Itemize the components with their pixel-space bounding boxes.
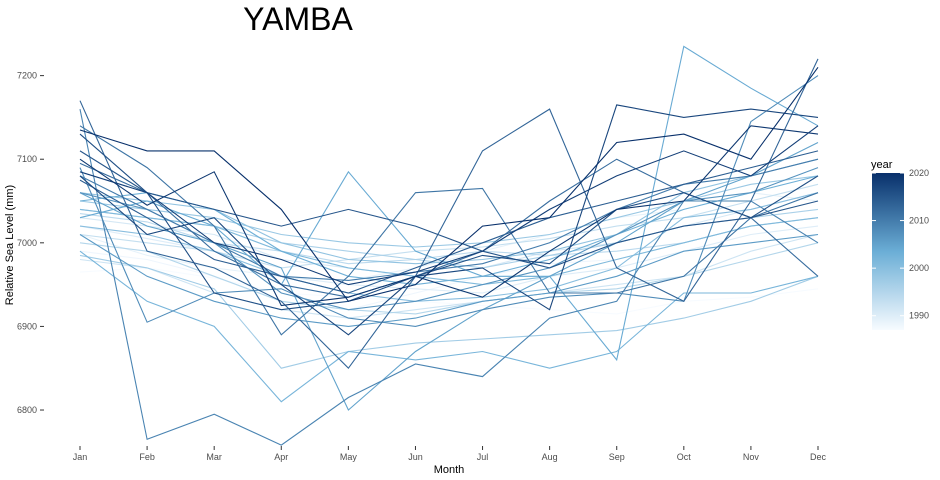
series-line-2016 — [79, 133, 819, 311]
series-line-2017 — [79, 104, 819, 336]
x-tick-label: Feb — [139, 452, 155, 462]
y-tick-label: 7000 — [17, 238, 37, 248]
series-line-2013 — [79, 58, 819, 370]
chart-title: YAMBA — [243, 1, 353, 37]
y-tick-label: 6900 — [17, 321, 37, 331]
x-tick-label: Jan — [73, 452, 88, 462]
legend-color-bar — [872, 173, 904, 330]
legend-tick-label: 2020 — [909, 168, 929, 178]
x-axis-title: Month — [434, 464, 465, 476]
series-line-2008 — [79, 75, 819, 327]
series-line-2002 — [79, 250, 819, 403]
series-line-2009 — [79, 108, 819, 446]
legend-tick-label: 1990 — [909, 311, 929, 321]
y-axis: 6800 6900 7000 7100 7200 — [17, 71, 44, 415]
series-line-2018 — [79, 125, 819, 286]
legend-tick-label: 2010 — [909, 216, 929, 226]
series-line-1995 — [79, 242, 819, 315]
x-axis: Jan Feb Mar Apr May Jun Jul Aug Sep Oct Nov Dec — [73, 446, 827, 462]
x-tick-label: Mar — [206, 452, 222, 462]
series-line-2010 — [79, 158, 819, 281]
legend-title: year — [871, 159, 893, 171]
y-tick-label: 6800 — [17, 405, 37, 415]
x-tick-label: Nov — [743, 452, 760, 462]
y-tick-label: 7200 — [17, 71, 37, 81]
x-tick-label: Dec — [810, 452, 827, 462]
x-tick-label: May — [340, 452, 358, 462]
series-line-2000 — [79, 192, 819, 302]
series-lines — [79, 45, 819, 446]
series-line-1997 — [79, 254, 819, 369]
series-line-2006 — [79, 233, 819, 327]
series-line-2020 — [79, 66, 819, 302]
series-line-1990 — [79, 225, 819, 294]
x-tick-label: Sep — [609, 452, 625, 462]
series-line-2019 — [79, 125, 819, 307]
series-line-2012 — [79, 158, 819, 298]
x-tick-label: Apr — [274, 452, 288, 462]
x-tick-label: Oct — [677, 452, 692, 462]
x-tick-label: Aug — [542, 452, 558, 462]
x-tick-label: Jul — [477, 452, 489, 462]
series-line-2011 — [79, 125, 819, 336]
color-legend: year 1990 2000 2010 2020 — [871, 159, 929, 330]
series-line-1993 — [79, 183, 819, 269]
series-line-2015 — [79, 150, 819, 269]
y-axis-title: Relative Sea Level (mm) — [4, 185, 16, 305]
x-tick-label: Jun — [408, 452, 423, 462]
legend-tick-label: 2000 — [909, 263, 929, 273]
y-tick-label: 7100 — [17, 154, 37, 164]
